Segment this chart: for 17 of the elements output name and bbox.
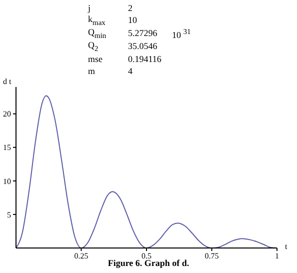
y-tick-label: 20: [3, 110, 11, 119]
y-tick-label: 15: [3, 143, 11, 152]
y-axis-title: d t: [3, 77, 12, 86]
x-tick-label: 1: [275, 252, 279, 261]
text: k$_{max}$ 10: [88, 14, 137, 27]
text: Q$_{2}$ 35.0546: [88, 40, 158, 53]
y-tick-label: 5: [7, 210, 11, 220]
text: Q$_{min}$ 5.27296 10 $^{31}$: [88, 26, 191, 40]
x-axis-title: t: [285, 242, 288, 251]
x-tick-label: 0.75: [204, 252, 219, 261]
text: m 4: [88, 66, 132, 76]
text: mse 0.194116: [88, 54, 162, 64]
x-tick-label: 0.5: [142, 252, 152, 261]
text: j 2: [88, 3, 132, 13]
x-tick-label: 0.25: [74, 252, 88, 261]
y-tick-label: 10: [3, 176, 11, 186]
caption: Figure 6. Graph of d.: [108, 258, 190, 268]
